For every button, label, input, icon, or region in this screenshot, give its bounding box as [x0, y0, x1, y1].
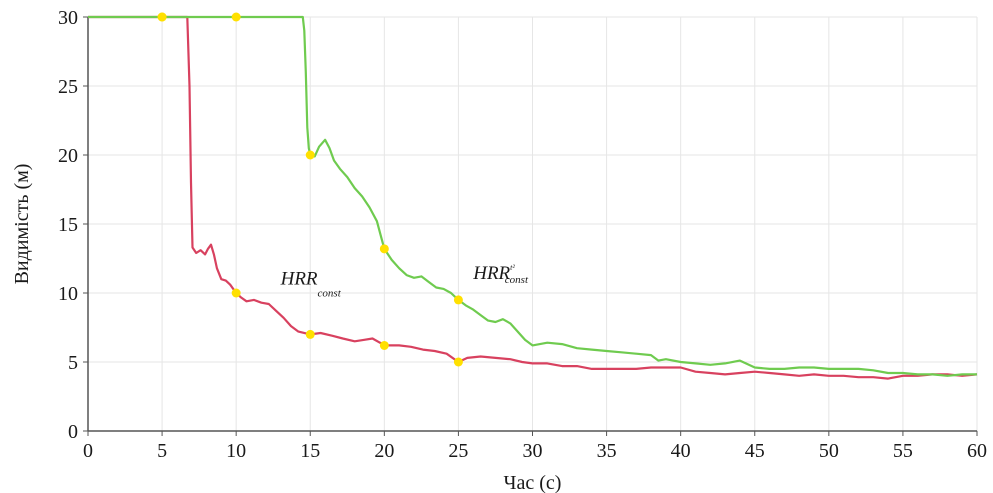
annotations-layer: HRRconst HRRt² const: [280, 263, 529, 300]
series-0-marker: [453, 357, 463, 367]
x-tick-label: 30: [523, 440, 543, 462]
y-tick-label: 20: [58, 145, 78, 167]
x-tick-label: 10: [226, 440, 246, 462]
axes: [83, 16, 978, 436]
x-tick-label: 35: [597, 440, 617, 462]
series-layer: [88, 15, 978, 380]
y-tick-label: 10: [58, 283, 78, 305]
markers-layer: [157, 12, 463, 367]
series-1-marker: [379, 244, 389, 254]
series-0-marker: [305, 329, 315, 339]
x-tick-label: 0: [83, 440, 93, 462]
annotation-main: HRR: [472, 263, 510, 284]
x-tick-label: 20: [374, 440, 394, 462]
tick-labels: 0 5 10 15 20 25 30 35 40 45 50 55 60 0 5 10 15 20 25 30: [58, 7, 987, 462]
y-axis-title: Видимість (м): [11, 164, 33, 285]
y-tick-label: 5: [68, 352, 78, 374]
series-1-marker: [305, 150, 315, 160]
series-1-marker: [453, 295, 463, 305]
annotation-hrr-const-t2: HRRt² const: [472, 263, 529, 286]
series-1-marker: [231, 12, 241, 22]
x-tick-label: 5: [157, 440, 167, 462]
series-line-1: [88, 15, 977, 377]
x-tick-label: 45: [745, 440, 765, 462]
annotation-sub: const: [505, 274, 529, 286]
annotation-hrr-const: HRRconst: [280, 269, 342, 300]
y-tick-label: 30: [58, 7, 78, 29]
y-tick-label: 0: [68, 421, 78, 443]
x-tick-label: 40: [671, 440, 691, 462]
annotation-sub: const: [318, 288, 342, 300]
annotation-main: HRR: [280, 269, 318, 290]
x-tick-label: 55: [893, 440, 913, 462]
series-1-marker: [157, 12, 167, 22]
x-tick-label: 25: [448, 440, 468, 462]
x-tick-label: 50: [819, 440, 839, 462]
y-tick-label: 25: [58, 76, 78, 98]
series-line-0: [88, 15, 978, 380]
x-tick-label: 15: [300, 440, 320, 462]
x-tick-label: 60: [967, 440, 987, 462]
series-0-marker: [231, 288, 241, 298]
grid: [88, 16, 978, 431]
annotation-sup: t²: [510, 263, 515, 272]
x-axis-title: Час (с): [504, 472, 562, 493]
y-tick-label: 15: [58, 214, 78, 236]
series-0-marker: [379, 340, 389, 350]
